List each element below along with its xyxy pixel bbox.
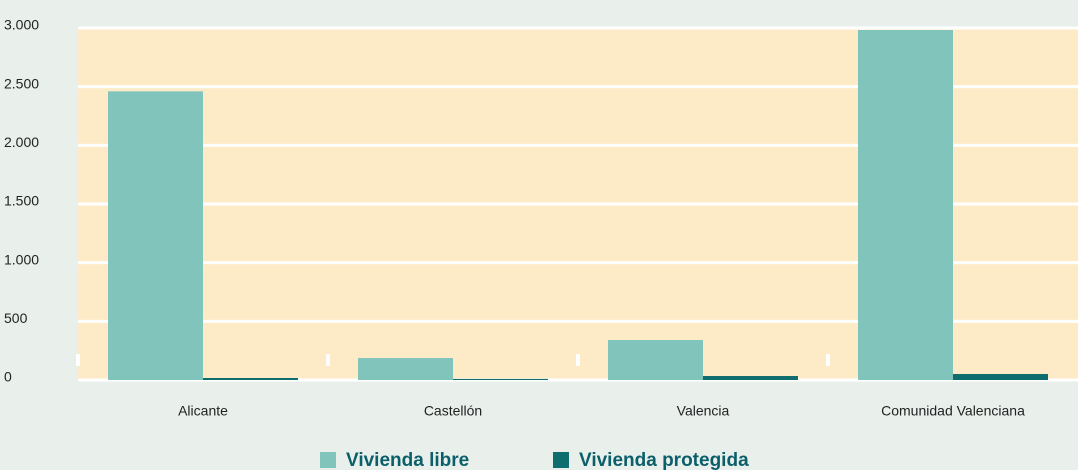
y-tick-label: 500	[4, 310, 28, 326]
bar	[608, 339, 703, 380]
bar	[858, 29, 953, 381]
x-tick-label: Valencia	[677, 403, 730, 419]
y-tick-label: 3.000	[4, 17, 39, 33]
category-separator	[326, 354, 330, 366]
legend-swatch	[553, 452, 569, 468]
x-tick-label: Comunidad Valenciana	[881, 403, 1025, 419]
y-tick-label: 2.000	[4, 134, 39, 150]
legend-label: Vivienda libre	[346, 450, 469, 470]
legend-swatch	[320, 452, 336, 468]
bar	[453, 378, 548, 380]
y-tick-label: 0	[4, 369, 12, 385]
bar	[108, 91, 203, 381]
y-tick-label: 1.000	[4, 251, 39, 267]
y-tick-label: 1.500	[4, 193, 39, 209]
x-tick-label: Alicante	[178, 403, 228, 419]
bar	[953, 374, 1048, 380]
bar	[703, 376, 798, 380]
y-tick-label: 2.500	[4, 75, 39, 91]
x-tick-label: Castellón	[424, 403, 482, 419]
category-separator	[76, 354, 80, 366]
bar	[203, 378, 298, 380]
category-separator	[576, 354, 580, 366]
legend-label: Vivienda protegida	[579, 450, 749, 470]
bar	[358, 358, 453, 380]
category-separator	[826, 354, 830, 366]
